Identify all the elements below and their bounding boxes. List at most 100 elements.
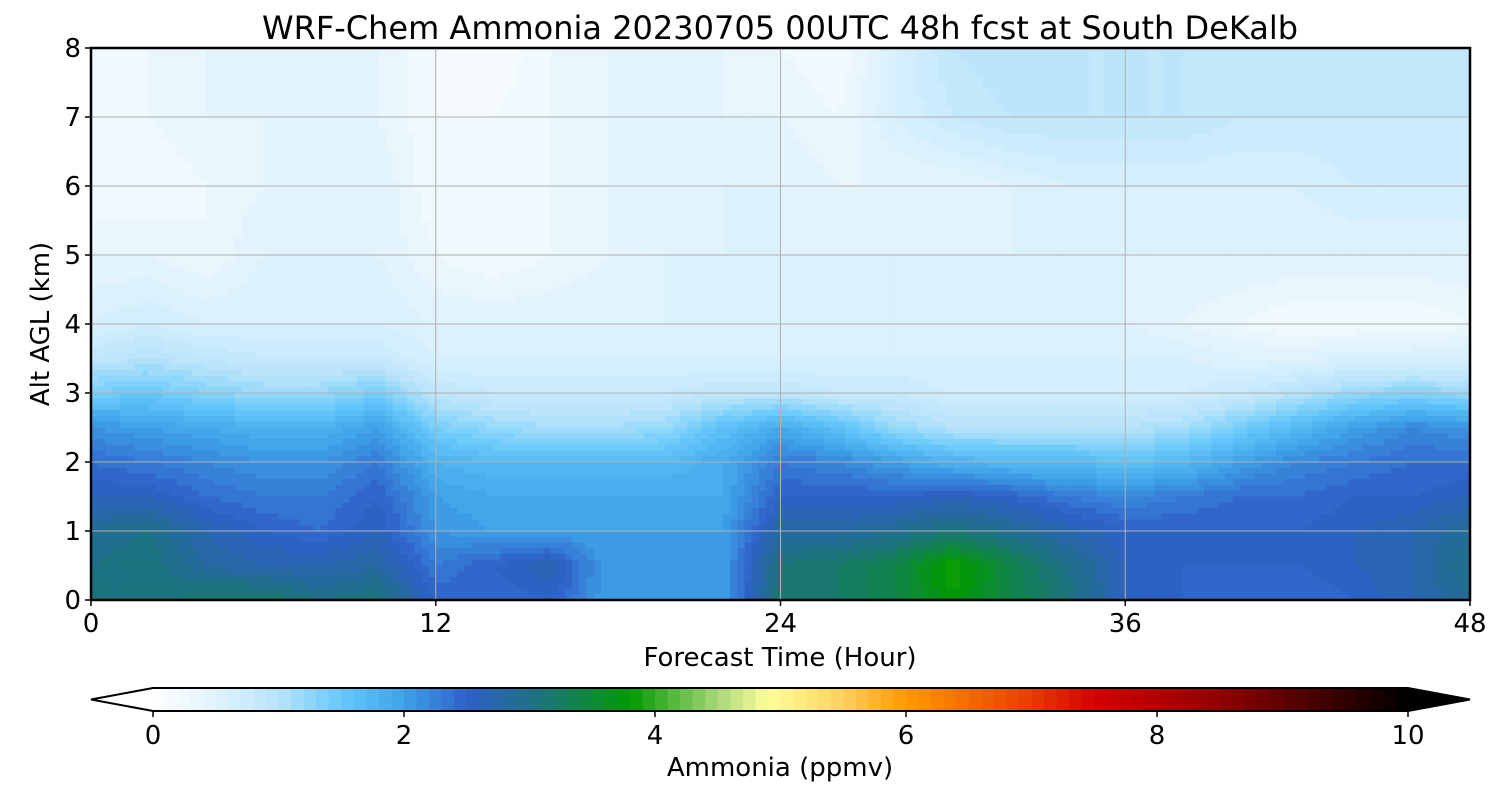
heatmap-cell <box>335 123 343 129</box>
heatmap-cell <box>464 169 472 175</box>
heatmap-cell <box>163 146 171 152</box>
heatmap-cell <box>443 175 451 181</box>
heatmap-cell <box>1226 140 1234 146</box>
heatmap-cell <box>903 77 911 83</box>
heatmap-cell <box>1140 157 1148 163</box>
heatmap-cell <box>716 77 724 83</box>
heatmap-cell <box>723 117 731 123</box>
heatmap-cell <box>989 60 997 66</box>
heatmap-cell <box>1097 146 1105 152</box>
heatmap-cell <box>393 192 401 198</box>
heatmap-cell <box>1132 175 1140 181</box>
heatmap-cell <box>565 106 573 112</box>
heatmap-cell <box>1039 94 1047 100</box>
heatmap-cell <box>1312 140 1320 146</box>
heatmap-cell <box>1053 186 1061 192</box>
heatmap-cell <box>1262 129 1270 135</box>
heatmap-cell <box>888 60 896 66</box>
heatmap-cell <box>1111 60 1119 66</box>
heatmap-cell <box>773 100 781 106</box>
heatmap-cell <box>105 169 113 175</box>
heatmap-cell <box>1369 157 1377 163</box>
heatmap-cell <box>1190 54 1198 60</box>
heatmap-cell <box>881 129 889 135</box>
heatmap-cell <box>98 198 106 204</box>
heatmap-cell <box>393 65 401 71</box>
heatmap-cell <box>192 146 200 152</box>
heatmap-cell <box>522 129 530 135</box>
heatmap-cell <box>479 163 487 169</box>
heatmap-cell <box>1434 140 1442 146</box>
heatmap-cell <box>1168 129 1176 135</box>
heatmap-cell <box>1125 134 1133 140</box>
heatmap-cell <box>895 100 903 106</box>
heatmap-cell <box>450 71 458 77</box>
heatmap-cell <box>127 94 135 100</box>
heatmap-cell <box>874 129 882 135</box>
heatmap-cell <box>572 71 580 77</box>
heatmap-cell <box>1140 83 1148 89</box>
heatmap-cell <box>730 60 738 66</box>
heatmap-cell <box>235 146 243 152</box>
heatmap-cell <box>1334 71 1342 77</box>
heatmap-cell <box>874 77 882 83</box>
heatmap-cell <box>852 186 860 192</box>
heatmap-cell <box>788 60 796 66</box>
heatmap-cell <box>170 175 178 181</box>
heatmap-cell <box>680 123 688 129</box>
heatmap-cell <box>1168 157 1176 163</box>
heatmap-cell <box>1219 94 1227 100</box>
heatmap-cell <box>163 60 171 66</box>
heatmap-cell <box>249 157 257 163</box>
heatmap-cell <box>1025 83 1033 89</box>
heatmap-cell <box>701 106 709 112</box>
heatmap-cell <box>1190 152 1198 158</box>
heatmap-cell <box>1039 106 1047 112</box>
heatmap-cell <box>285 186 293 192</box>
heatmap-cell <box>917 94 925 100</box>
heatmap-cell <box>199 146 207 152</box>
heatmap-cell <box>163 77 171 83</box>
heatmap-cell <box>328 77 336 83</box>
heatmap-cell <box>874 163 882 169</box>
heatmap-cell <box>371 140 379 146</box>
heatmap-cell <box>508 94 516 100</box>
heatmap-cell <box>163 134 171 140</box>
heatmap-cell <box>421 157 429 163</box>
heatmap-cell <box>1448 169 1456 175</box>
heatmap-cell <box>1398 175 1406 181</box>
heatmap-cell <box>213 100 221 106</box>
heatmap-cell <box>852 100 860 106</box>
heatmap-cell <box>105 198 113 204</box>
heatmap-cell <box>658 134 666 140</box>
heatmap-cell <box>206 77 214 83</box>
heatmap-cell <box>622 106 630 112</box>
heatmap-cell <box>931 146 939 152</box>
heatmap-cell <box>436 186 444 192</box>
heatmap-cell <box>1168 192 1176 198</box>
heatmap-cell <box>1413 175 1421 181</box>
heatmap-cell <box>694 146 702 152</box>
heatmap-cell <box>587 157 595 163</box>
heatmap-cell <box>745 186 753 192</box>
heatmap-cell <box>213 134 221 140</box>
heatmap-cell <box>651 152 659 158</box>
heatmap-cell <box>479 117 487 123</box>
heatmap-cell <box>335 106 343 112</box>
heatmap-cell <box>1204 60 1212 66</box>
heatmap-cell <box>105 192 113 198</box>
heatmap-cell <box>536 71 544 77</box>
heatmap-cell <box>572 157 580 163</box>
heatmap-cell <box>622 134 630 140</box>
heatmap-cell <box>1226 157 1234 163</box>
heatmap-cell <box>924 65 932 71</box>
heatmap-cell <box>457 157 465 163</box>
heatmap-cell <box>1255 100 1263 106</box>
heatmap-cell <box>1427 146 1435 152</box>
heatmap-cell <box>1398 163 1406 169</box>
heatmap-cell <box>852 54 860 60</box>
heatmap-cell <box>249 117 257 123</box>
heatmap-cell <box>98 65 106 71</box>
heatmap-cell <box>464 146 472 152</box>
heatmap-cell <box>1025 129 1033 135</box>
